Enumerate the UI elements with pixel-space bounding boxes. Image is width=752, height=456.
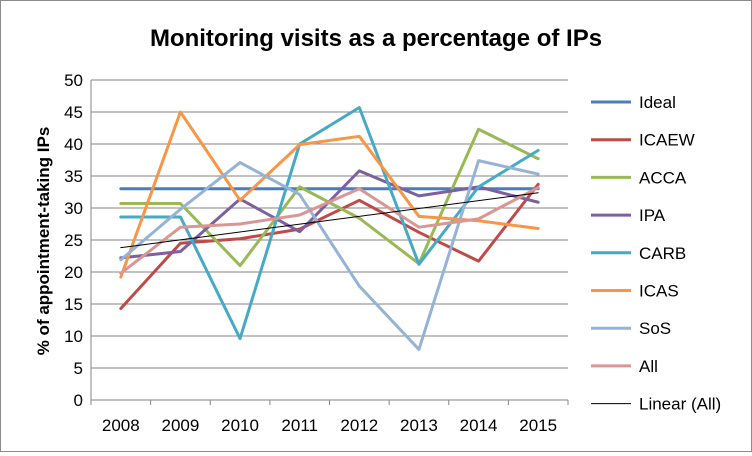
series-line-carb [119, 106, 540, 341]
x-tick-label: 2012 [340, 416, 378, 435]
series-line-sos [119, 159, 540, 351]
y-axis-label: % of appointment-taking IPs [34, 127, 53, 356]
y-tick-label: 10 [64, 327, 83, 346]
series-line-all [119, 186, 540, 275]
legend-item-icas: ICAS [591, 282, 679, 301]
legend-label: Ideal [639, 93, 676, 112]
legend-item-linear-all: Linear (All) [591, 395, 721, 414]
y-tick-label: 50 [64, 71, 83, 90]
legend-label: ICAS [639, 282, 679, 301]
legend-label: IPA [639, 206, 666, 225]
x-tick-label: 2015 [519, 416, 557, 435]
y-tick-label: 25 [64, 231, 83, 250]
series-line-acca [119, 127, 540, 268]
legend-label: ACCA [639, 168, 687, 187]
y-tick-label: 35 [64, 167, 83, 186]
y-tick-label: 30 [64, 199, 83, 218]
x-tick-label: 2009 [162, 416, 200, 435]
legend-label: ICAEW [639, 131, 695, 150]
legend-label: SoS [639, 319, 671, 338]
y-tick-label: 20 [64, 263, 83, 282]
y-tick-label: 45 [64, 103, 83, 122]
legend-item-ideal: Ideal [591, 93, 676, 112]
legend-item-acca: ACCA [591, 168, 687, 187]
x-tick-label: 2014 [460, 416, 498, 435]
y-tick-label: 0 [74, 391, 83, 410]
y-tick-label: 5 [74, 359, 83, 378]
chart-title: Monitoring visits as a percentage of IPs [150, 25, 602, 52]
legend-item-sos: SoS [591, 319, 671, 338]
legend-item-ipa: IPA [591, 206, 666, 225]
series-line-linear-all [120, 192, 539, 249]
legend-item-all: All [591, 357, 658, 376]
legend: Ideal ICAEW ACCA IPA CARB ICAS SoS All Linear (A… [591, 93, 721, 414]
legend-item-carb: CARB [591, 244, 686, 263]
legend-label: Linear (All) [639, 395, 721, 414]
legend-item-icaew: ICAEW [591, 131, 695, 150]
x-tick-label: 2008 [102, 416, 140, 435]
legend-label: All [639, 357, 658, 376]
series-lines [119, 106, 540, 351]
x-tick-label: 2013 [400, 416, 438, 435]
axes: 0 5 10 15 20 25 30 35 40 45 50 2008 2009 2010 2011 2012… [64, 71, 569, 435]
legend-label: CARB [639, 244, 686, 263]
y-tick-label: 40 [64, 135, 83, 154]
x-tick-label: 2011 [281, 416, 318, 435]
x-tick-label: 2010 [221, 416, 259, 435]
y-tick-label: 15 [64, 295, 83, 314]
